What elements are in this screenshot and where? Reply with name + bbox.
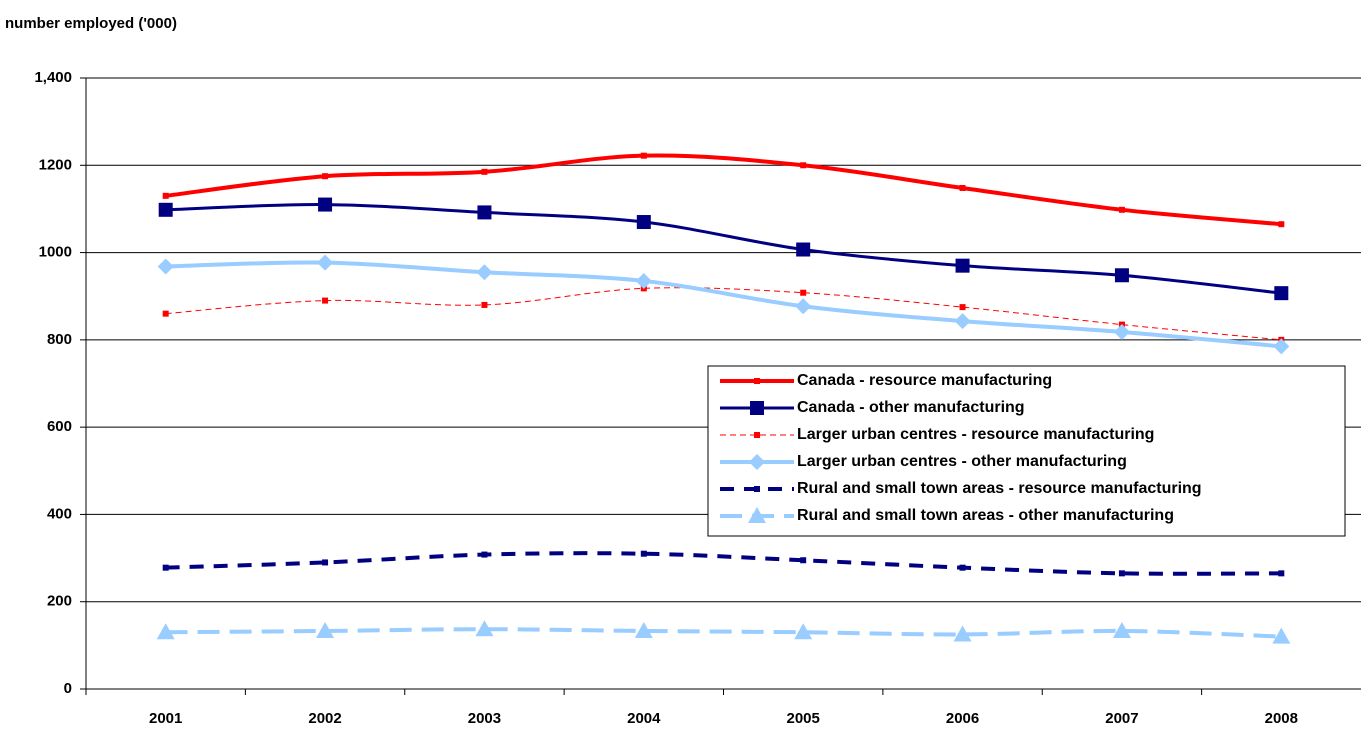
marker bbox=[636, 215, 651, 230]
marker bbox=[475, 620, 494, 637]
marker bbox=[316, 621, 335, 638]
marker bbox=[1278, 570, 1285, 577]
marker bbox=[754, 432, 760, 438]
marker bbox=[754, 378, 760, 384]
legend-label: Canada - other manufacturing bbox=[797, 399, 1025, 416]
marker bbox=[794, 623, 813, 640]
marker bbox=[477, 205, 492, 220]
marker bbox=[481, 168, 488, 175]
marker bbox=[481, 301, 488, 308]
marker bbox=[317, 254, 334, 271]
x-tick-label: 2001 bbox=[149, 710, 182, 727]
x-tick-label: 2002 bbox=[308, 710, 341, 727]
series-line bbox=[165, 551, 1282, 576]
marker bbox=[795, 298, 812, 315]
marker bbox=[1118, 206, 1125, 213]
marker bbox=[959, 184, 966, 191]
marker bbox=[322, 559, 329, 566]
marker bbox=[481, 551, 488, 558]
marker bbox=[322, 173, 329, 180]
marker bbox=[318, 197, 333, 212]
marker bbox=[800, 162, 807, 169]
marker bbox=[800, 557, 807, 564]
legend-label: Larger urban centres - other manufacturi… bbox=[797, 453, 1127, 470]
marker bbox=[954, 313, 971, 330]
y-tick-label: 1000 bbox=[39, 244, 72, 261]
marker bbox=[1274, 286, 1289, 301]
marker bbox=[1278, 221, 1285, 228]
marker bbox=[796, 242, 811, 257]
marker bbox=[750, 401, 764, 415]
marker bbox=[1113, 324, 1130, 341]
marker bbox=[158, 202, 173, 217]
marker bbox=[476, 264, 493, 281]
y-tick-label: 0 bbox=[64, 680, 72, 697]
marker bbox=[635, 272, 652, 289]
marker bbox=[754, 486, 760, 492]
y-tick-label: 600 bbox=[47, 418, 72, 435]
marker bbox=[156, 623, 175, 640]
legend-label: Rural and small town areas - other manuf… bbox=[797, 507, 1174, 524]
marker bbox=[1112, 621, 1131, 638]
x-tick-label: 2008 bbox=[1265, 710, 1298, 727]
series-line bbox=[165, 627, 1282, 639]
marker bbox=[634, 621, 653, 638]
chart-title: number employed ('000) bbox=[5, 15, 177, 32]
x-tick-label: 2006 bbox=[946, 710, 979, 727]
marker bbox=[162, 192, 169, 199]
x-tick-label: 2007 bbox=[1105, 710, 1138, 727]
series-line bbox=[165, 153, 1282, 227]
marker bbox=[959, 304, 966, 311]
marker bbox=[162, 564, 169, 571]
series-line bbox=[165, 287, 1282, 341]
legend-box bbox=[707, 365, 1346, 537]
y-tick-label: 800 bbox=[47, 331, 72, 348]
marker bbox=[157, 258, 174, 275]
series-line bbox=[165, 203, 1282, 295]
marker bbox=[162, 310, 169, 317]
y-tick-label: 1200 bbox=[39, 156, 72, 173]
marker bbox=[748, 507, 766, 523]
y-tick-label: 400 bbox=[47, 505, 72, 522]
marker bbox=[322, 297, 329, 304]
y-tick-label: 1,400 bbox=[34, 69, 72, 86]
marker bbox=[955, 258, 970, 273]
marker bbox=[800, 289, 807, 296]
marker bbox=[749, 454, 765, 470]
marker bbox=[1114, 268, 1129, 283]
x-tick-label: 2003 bbox=[468, 710, 501, 727]
y-tick-label: 200 bbox=[47, 593, 72, 610]
legend-label: Larger urban centres - resource manufact… bbox=[797, 426, 1154, 443]
marker bbox=[1118, 570, 1125, 577]
marker bbox=[953, 625, 972, 642]
legend-label: Canada - resource manufacturing bbox=[797, 372, 1052, 389]
legend-label: Rural and small town areas - resource ma… bbox=[797, 480, 1202, 497]
marker bbox=[1272, 627, 1291, 644]
x-tick-label: 2004 bbox=[627, 710, 661, 727]
marker bbox=[1273, 338, 1290, 355]
marker bbox=[640, 550, 647, 557]
series-line bbox=[165, 260, 1282, 349]
marker bbox=[959, 564, 966, 571]
marker bbox=[640, 152, 647, 159]
x-tick-label: 2005 bbox=[787, 710, 820, 727]
